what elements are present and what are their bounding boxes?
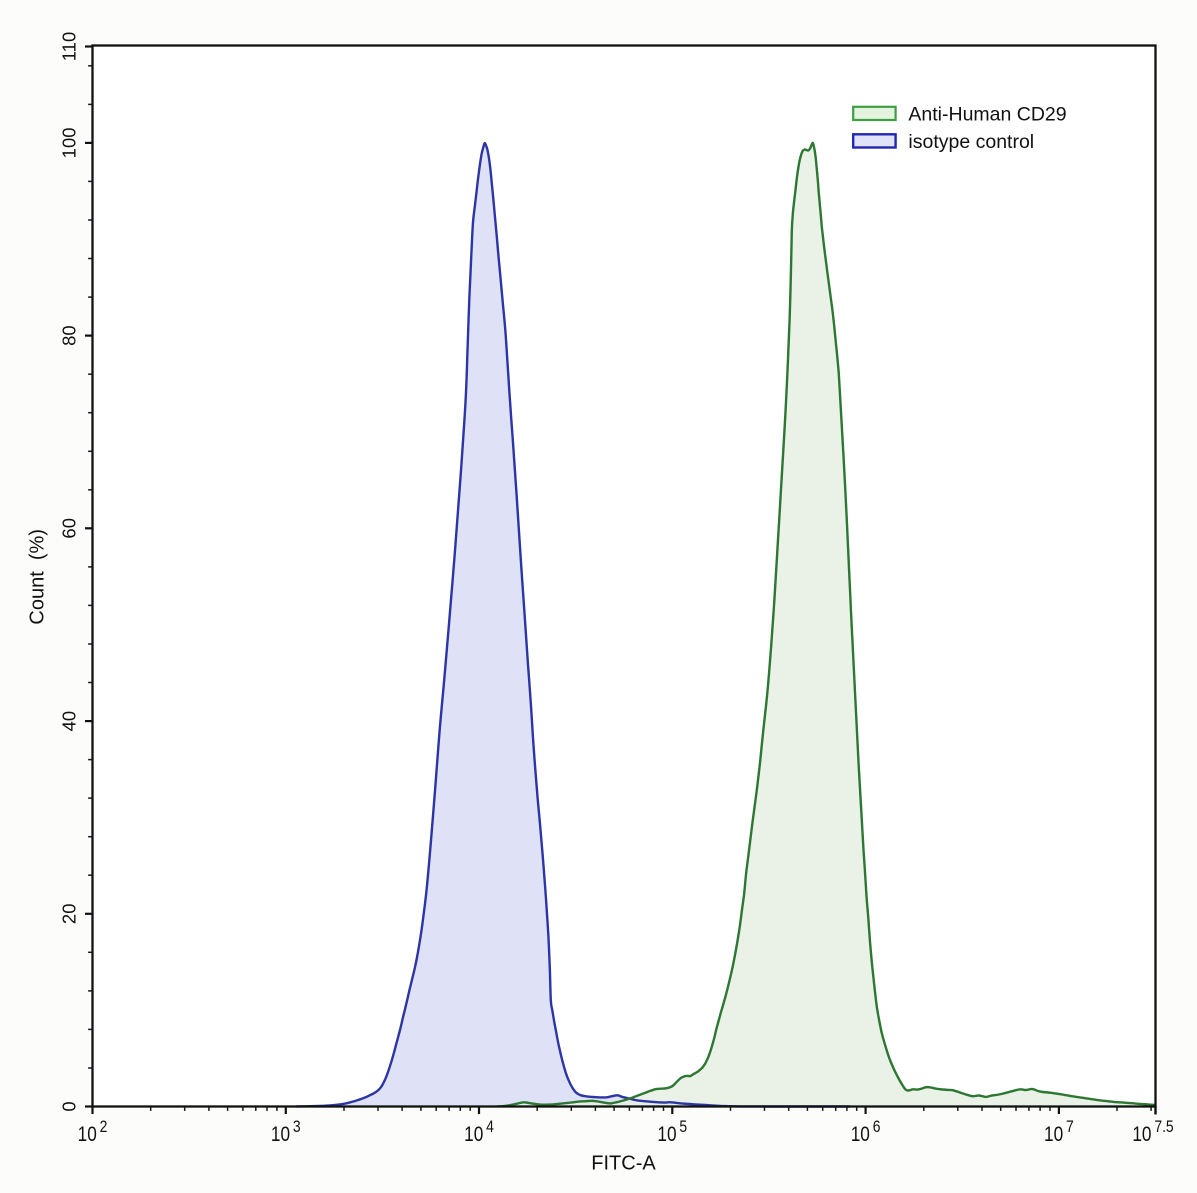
svg-text:20: 20 bbox=[59, 904, 80, 925]
svg-text:40: 40 bbox=[59, 711, 80, 732]
svg-text:110: 110 bbox=[59, 32, 80, 62]
svg-text:103: 10 3 bbox=[271, 1118, 301, 1147]
svg-text:0: 0 bbox=[59, 1101, 80, 1111]
svg-text:Anti-Human CD29: Anti-Human CD29 bbox=[908, 103, 1066, 125]
svg-text:isotype control: isotype control bbox=[908, 131, 1034, 153]
svg-text:100: 100 bbox=[59, 127, 80, 158]
svg-text:FITC-A: FITC-A bbox=[591, 1153, 656, 1175]
svg-text:Count (%): Count (%) bbox=[27, 529, 49, 625]
svg-text:60: 60 bbox=[59, 518, 80, 539]
svg-text:102: 10 2 bbox=[78, 1118, 108, 1147]
svg-text:80: 80 bbox=[59, 325, 80, 346]
